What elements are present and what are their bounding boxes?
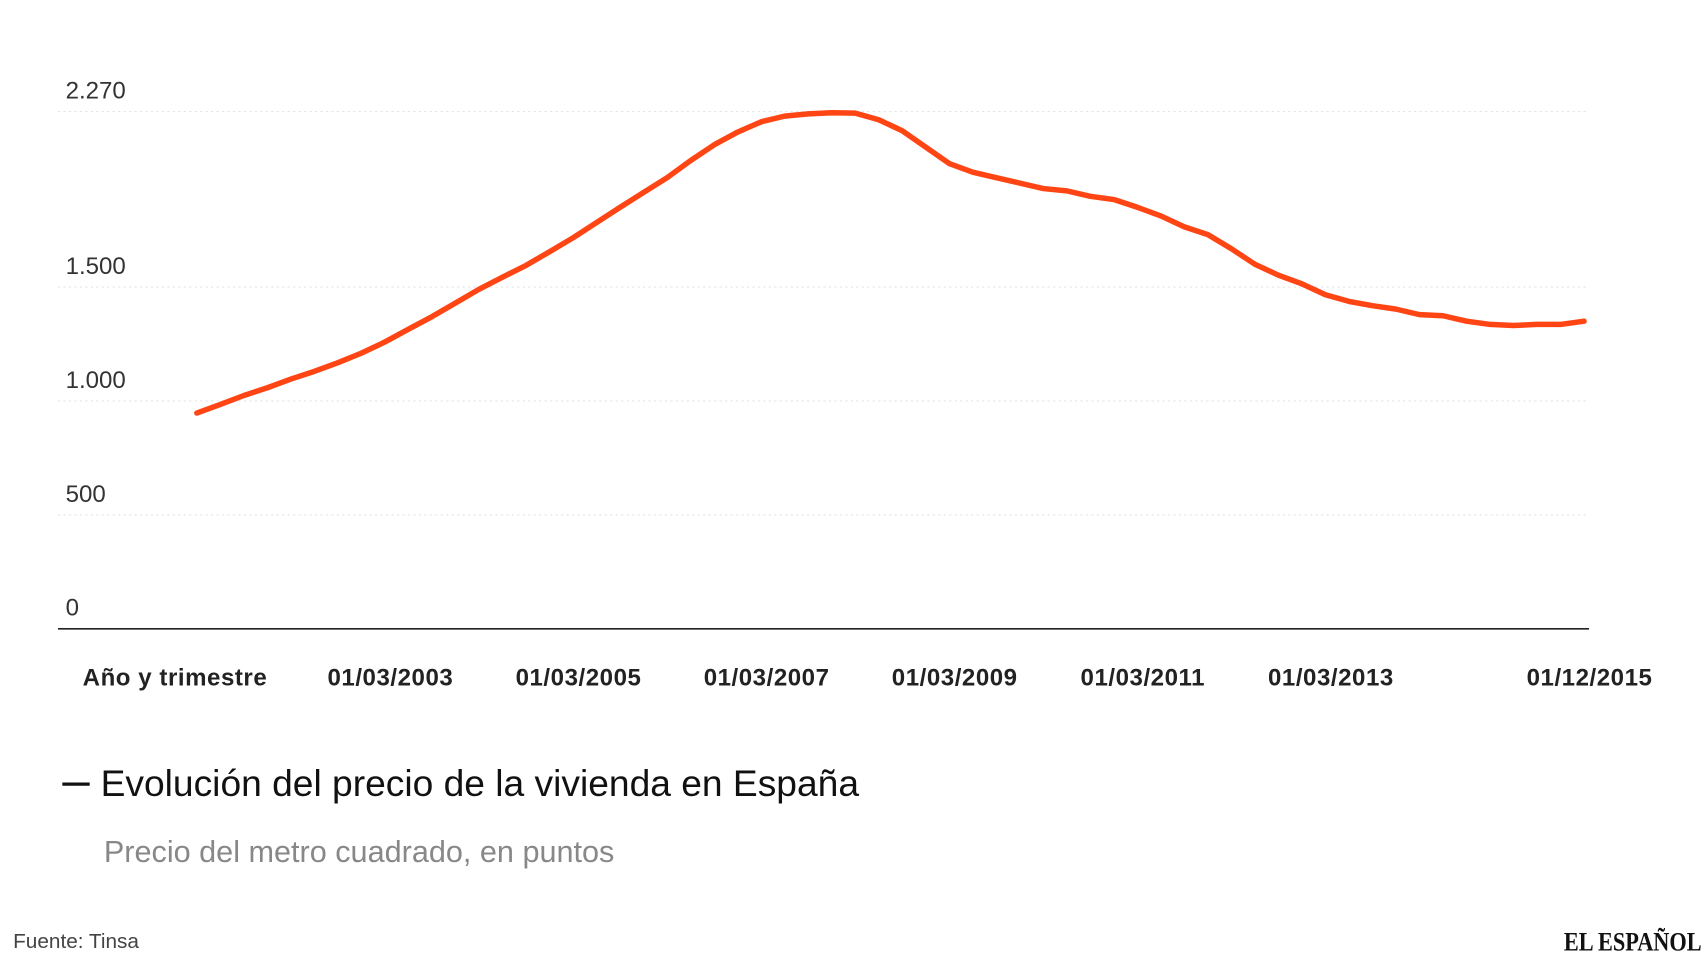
y-tick-label: 500 [66, 481, 106, 508]
chart-subtitle: Precio del metro cuadrado, en puntos [104, 835, 614, 869]
x-tick-label: 01/03/2011 [1081, 665, 1206, 692]
data-line [194, 109, 1587, 416]
x-tick-label: 01/03/2013 [1268, 665, 1394, 692]
y-tick-label: 1.000 [66, 367, 126, 394]
y-tick-label: 2.270 [66, 77, 126, 104]
x-tick-label: 01/03/2009 [892, 665, 1018, 692]
brand-logo: EL ESPAÑOL [1564, 927, 1702, 957]
source: Fuente: Tinsa [13, 930, 139, 953]
x-tick-label: 01/03/2005 [516, 665, 642, 692]
y-tick-label: 0 [66, 595, 79, 622]
x-tick-label: 01/03/2007 [704, 665, 830, 692]
x-tick-label: 01/03/2003 [327, 665, 453, 692]
y-tick-label: 1.500 [66, 253, 126, 280]
chart-title: Evolución del precio de la vivienda en E… [101, 762, 860, 804]
x-tick-label: 01/12/2015 [1527, 665, 1653, 692]
x-axis-label: Año y trimestre [83, 665, 268, 692]
